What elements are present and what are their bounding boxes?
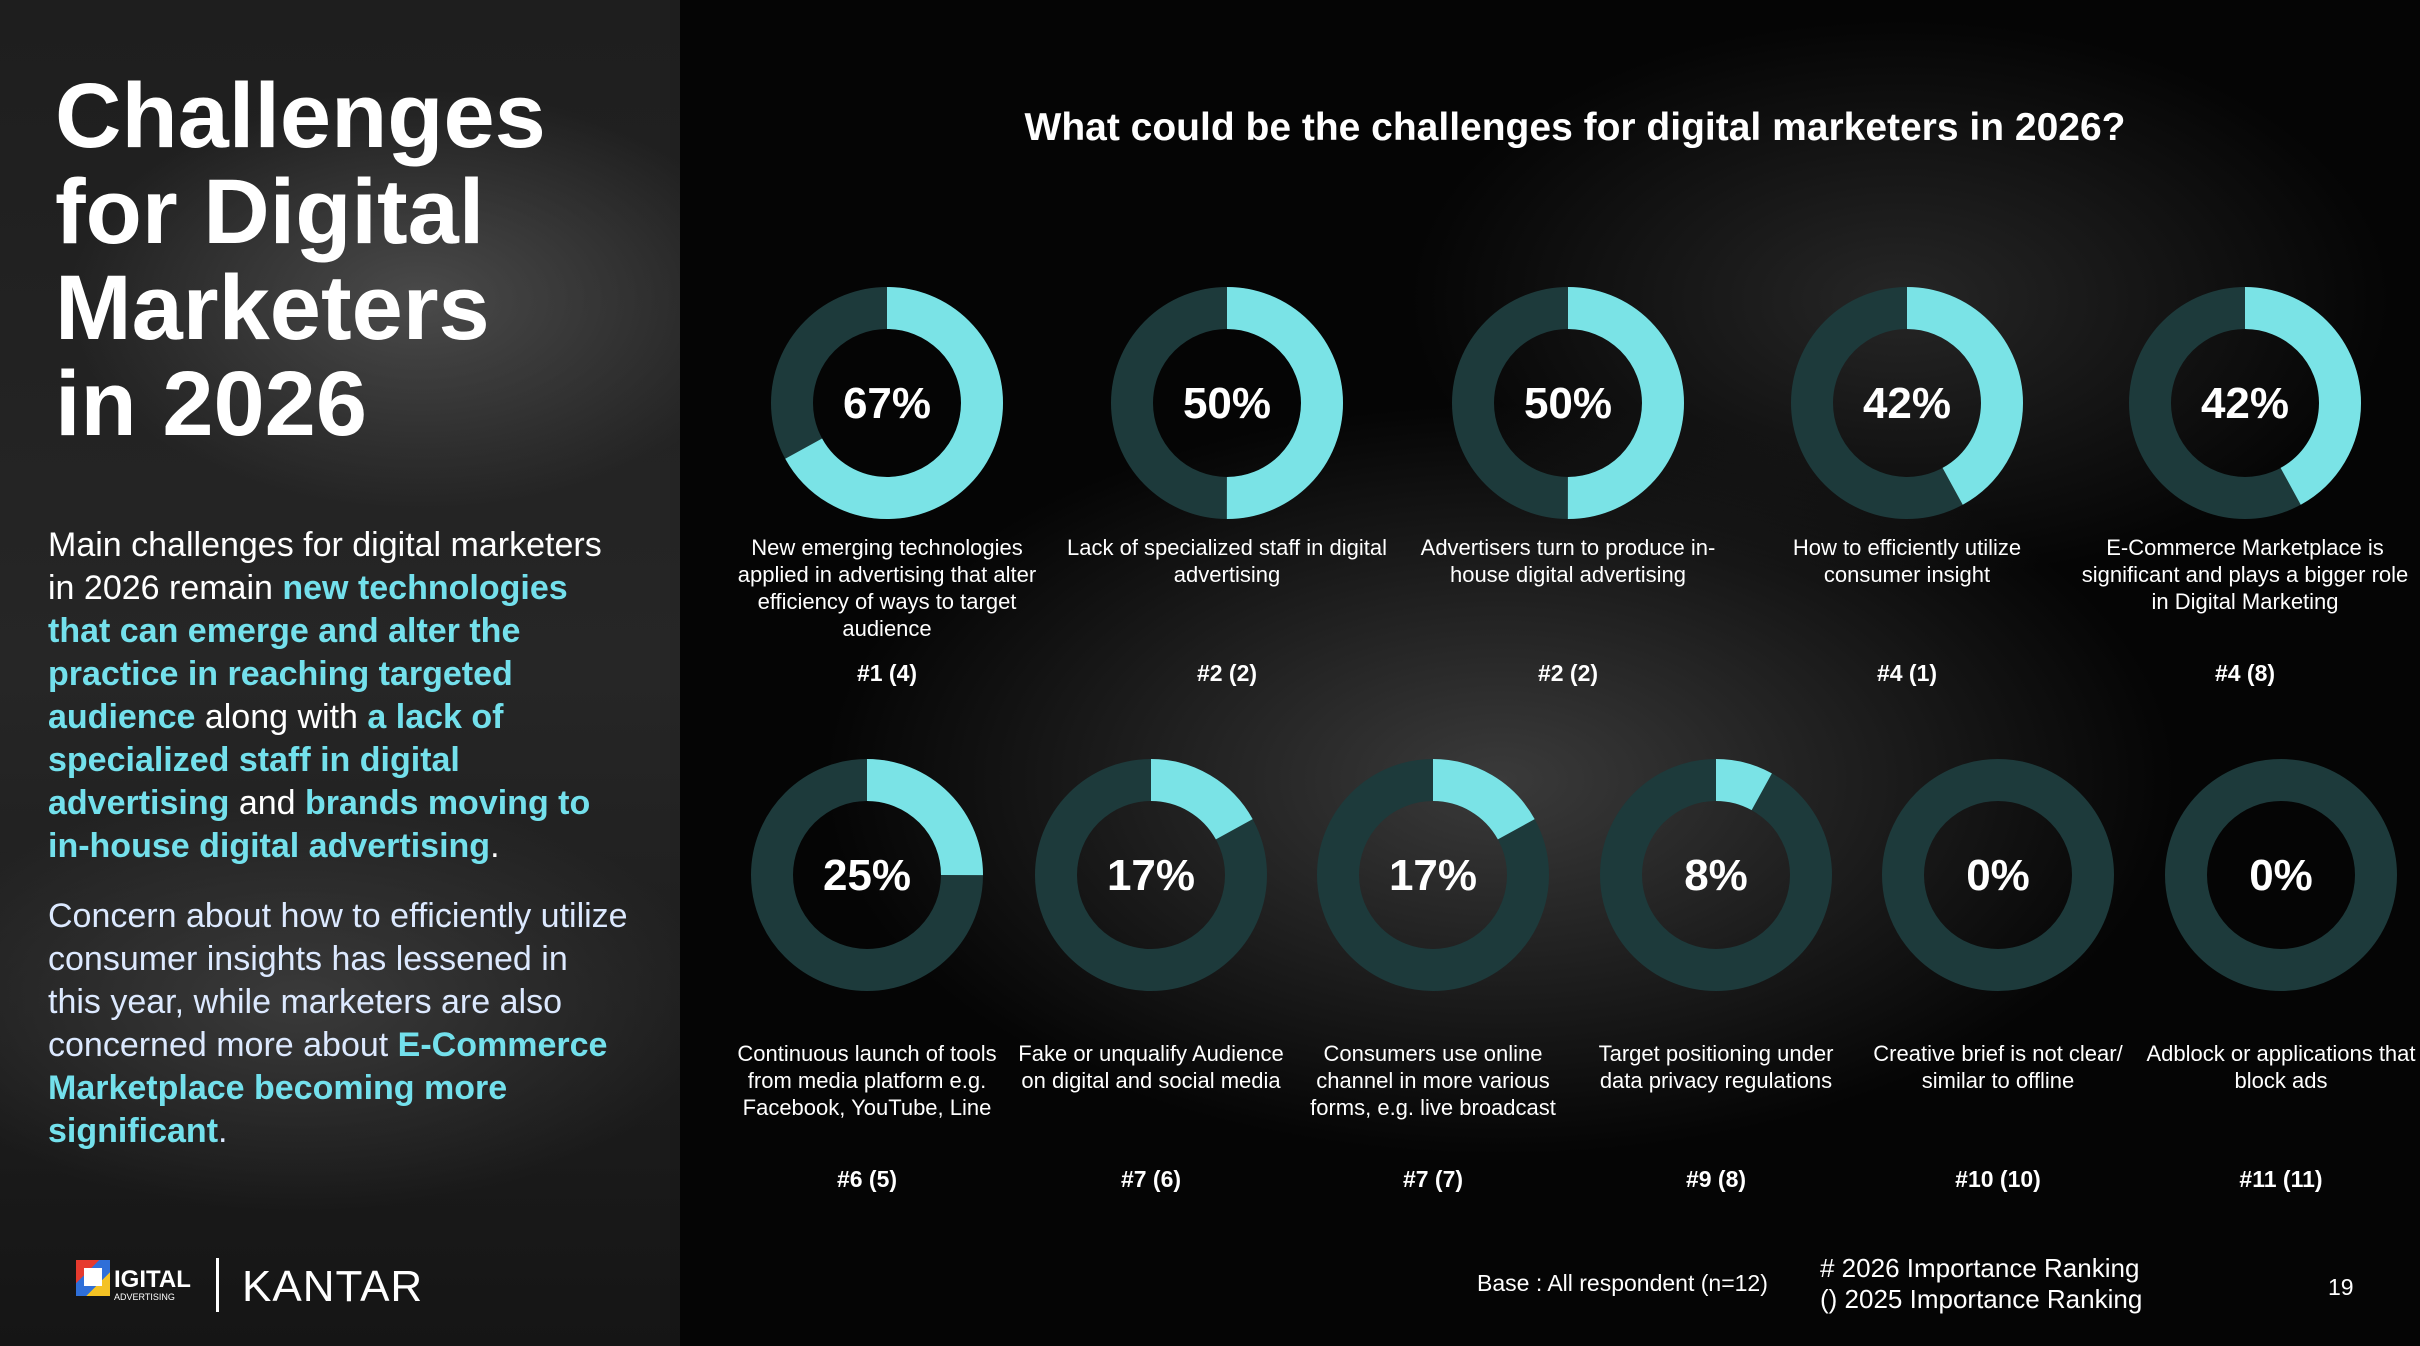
donut-arc <box>2129 287 2361 519</box>
paragraph-segment: . <box>218 1112 228 1150</box>
paragraph-segment: along with <box>195 698 368 736</box>
value-label: 67% <box>843 379 931 428</box>
value-label: 42% <box>1863 379 1951 428</box>
rank-label: #7 (7) <box>1402 1166 1464 1192</box>
logo-text: IGITAL <box>114 1266 191 1293</box>
question: What could be the challenges for digital… <box>1024 106 2126 149</box>
paragraph: Concern about how to efficiently utilize… <box>48 895 628 1153</box>
paragraph: Main challenges for digital marketers in… <box>48 524 628 868</box>
base-note: Base : All respondent (n=12) <box>1477 1270 1768 1296</box>
paragraph-segment: Main challenges for digital marketers in… <box>48 526 602 607</box>
value-label: 0% <box>1966 851 2030 900</box>
value-label: 42% <box>2201 379 2289 428</box>
donut-caption: Fake or unqualify Audience on digital an… <box>1018 1041 1284 1093</box>
value-label: 17% <box>1389 851 1477 900</box>
donut-caption: New emerging technologies applied in adv… <box>737 535 1037 641</box>
rank-label: #7 (6) <box>1120 1166 1182 1192</box>
donut-arc <box>771 287 1003 519</box>
left-panel <box>0 0 680 1346</box>
value-label: 8% <box>1684 851 1748 900</box>
donut-caption: Continuous launch of tools from media pl… <box>737 1041 997 1120</box>
logo-kantar: KANTAR <box>242 1262 424 1311</box>
donut-arc <box>1317 759 1549 991</box>
donut-arc <box>1791 287 2023 519</box>
donut-caption: E-Commerce Marketplace is significant an… <box>2081 535 2409 614</box>
rank-label: #2 (2) <box>1196 660 1258 686</box>
page-number: 19 <box>2328 1274 2354 1300</box>
paragraph-segment: new technologies that can emerge and alt… <box>48 569 568 736</box>
donut-caption: Adblock or applications that block ads <box>2146 1041 2416 1093</box>
donut-arc <box>751 759 983 991</box>
value-label: 25% <box>823 851 911 900</box>
logo-icon <box>76 1260 110 1296</box>
rank-label: #11 (11) <box>2239 1166 2323 1192</box>
rank-label: #4 (1) <box>1876 660 1938 686</box>
rank-label: #2 (2) <box>1537 660 1599 686</box>
value-label: 0% <box>2249 851 2313 900</box>
donut-arc <box>1111 287 1343 519</box>
donut-arc <box>1452 287 1684 519</box>
rank-label: #9 (8) <box>1685 1166 1747 1192</box>
donut-caption: Creative brief is not clear/ similar to … <box>1873 1041 2123 1093</box>
donut-caption: Advertisers turn to produce in-house dig… <box>1420 535 1716 587</box>
rank-label: #1 (4) <box>856 660 918 686</box>
legend-note: () 2025 Importance Ranking <box>1820 1284 2143 1314</box>
slide-title: in 2026 <box>55 353 367 455</box>
paragraph-segment: . <box>490 827 500 865</box>
donut-arc <box>1600 759 1832 991</box>
paragraph-segment: and <box>229 784 306 822</box>
donut-caption: How to efficiently utilize consumer insi… <box>1792 535 2022 587</box>
paragraph-segment: brands moving to in-house digital advert… <box>48 784 591 865</box>
donut-arc <box>1035 759 1267 991</box>
logo-divider <box>216 1258 219 1312</box>
legend-note: # 2026 Importance Ranking <box>1820 1253 2140 1283</box>
value-label: 50% <box>1524 379 1612 428</box>
slide-title: Challenges <box>55 65 546 167</box>
donut-caption: Lack of specialized staff in digital adv… <box>1067 535 1387 587</box>
logo-text: ADVERTISING <box>114 1292 175 1302</box>
rank-label: #6 (5) <box>836 1166 898 1192</box>
rank-label: #10 (10) <box>1955 1166 2041 1192</box>
rank-label: #4 (8) <box>2214 660 2276 686</box>
slide-title: for Digital <box>55 161 485 263</box>
value-label: 17% <box>1107 851 1195 900</box>
donut-track <box>1882 759 2114 991</box>
slide-title: Marketers <box>55 257 490 359</box>
donut-caption: Consumers use online channel in more var… <box>1310 1041 1556 1120</box>
donut-track <box>2165 759 2397 991</box>
paragraph-segment: E-Commerce Marketplace becoming more sig… <box>48 1026 608 1150</box>
paragraph-segment: a lack of specialized staff in digital a… <box>48 698 504 822</box>
donut-caption: Target positioning under data privacy re… <box>1598 1041 1834 1093</box>
paragraph-segment: Concern about how to efficiently utilize… <box>48 897 628 1064</box>
value-label: 50% <box>1183 379 1271 428</box>
